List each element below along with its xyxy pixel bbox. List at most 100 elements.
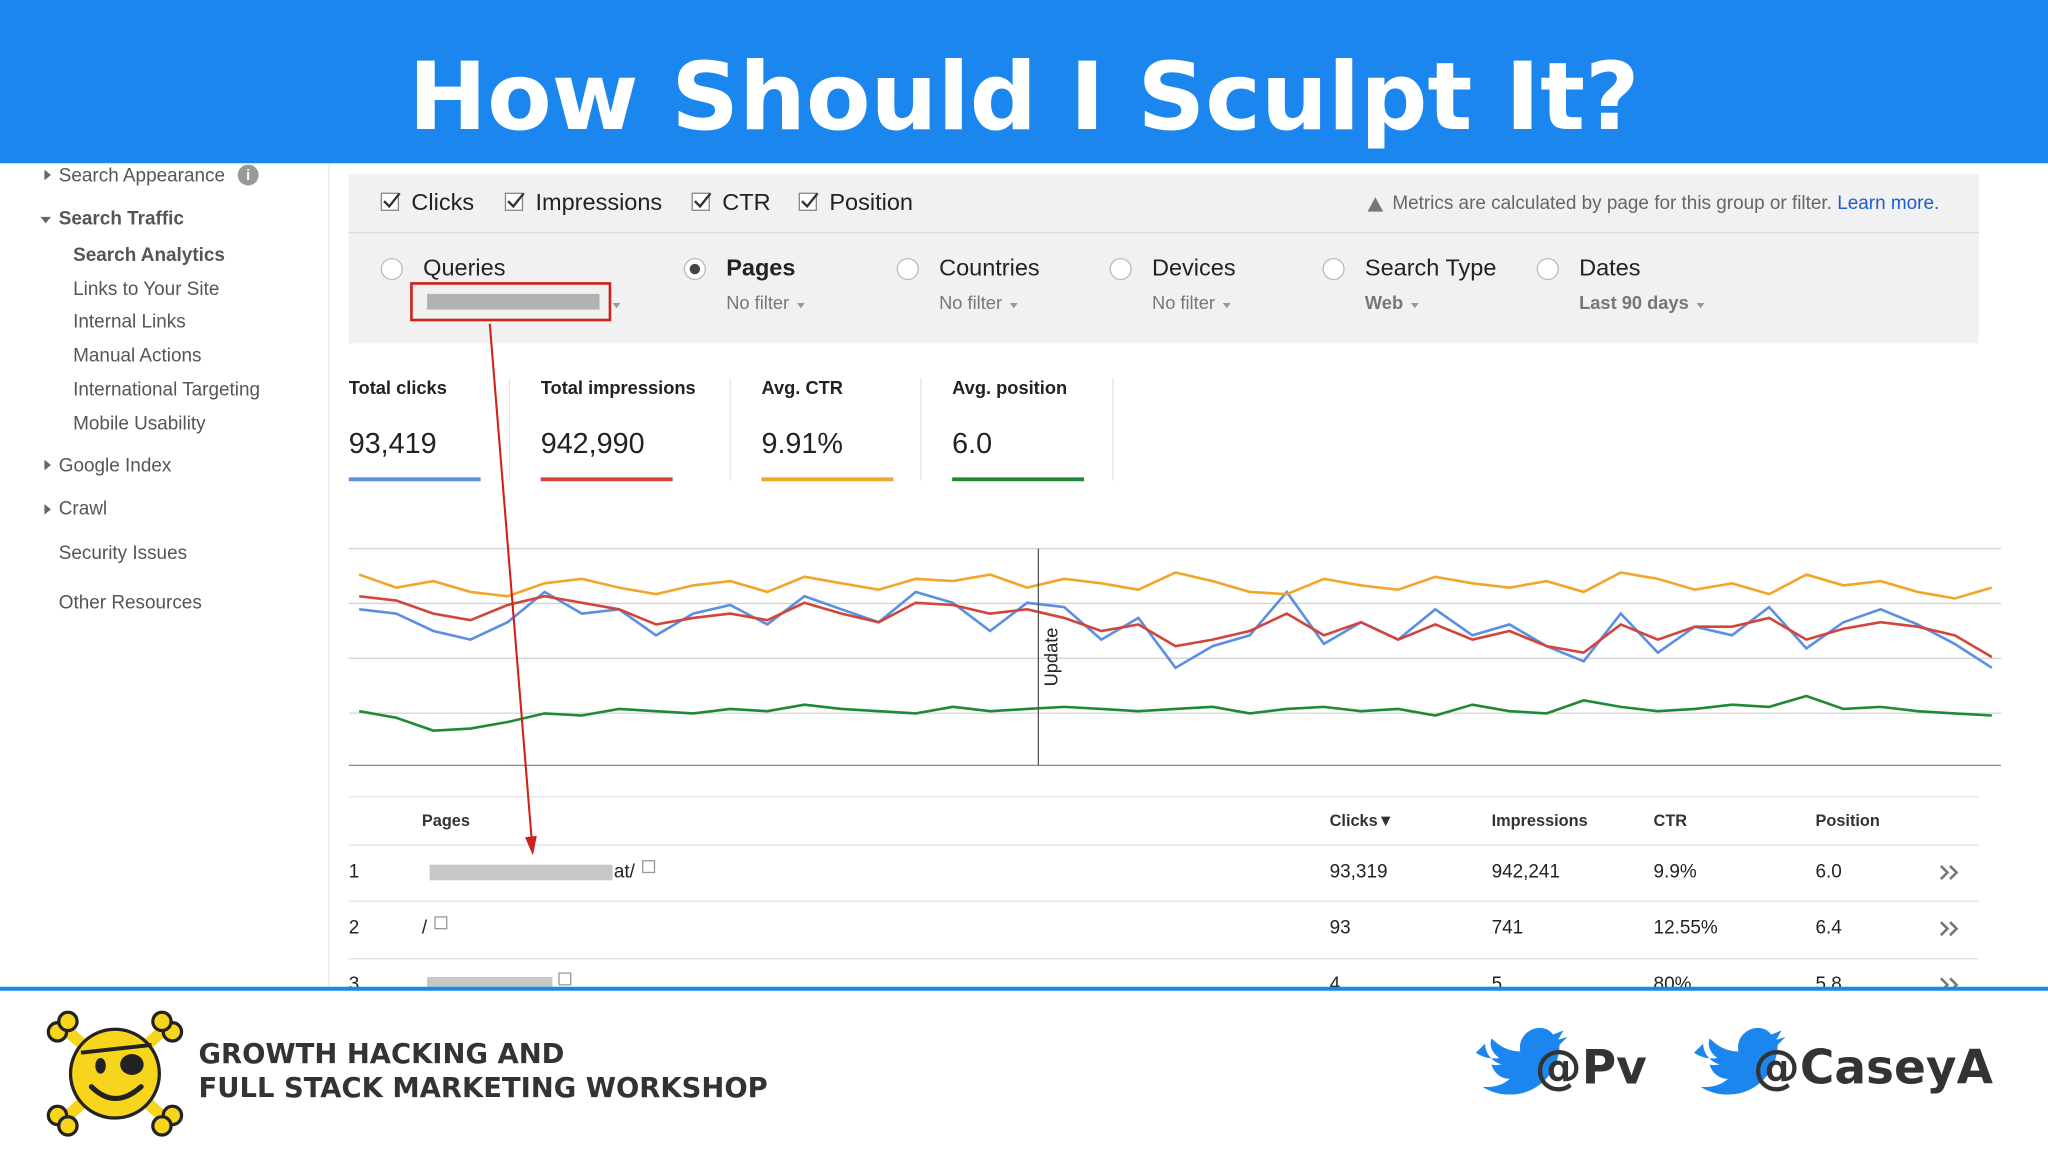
dimension-label[interactable]: Queries <box>423 254 505 280</box>
total-value: 9.91% <box>761 428 842 460</box>
column-header[interactable]: Impressions <box>1492 812 1588 830</box>
nav-subitem[interactable]: Search Analytics <box>73 245 225 266</box>
nav-subitem[interactable]: Links to Your Site <box>73 279 219 300</box>
nav-item[interactable]: Crawl <box>59 498 107 519</box>
dimension-filter[interactable]: Web <box>1365 292 1403 313</box>
expand-arrow <box>44 504 51 515</box>
cell-ctr: 12.55% <box>1654 918 1718 939</box>
cell-page[interactable]: at/ <box>614 861 636 882</box>
nav-item[interactable]: Google Index <box>59 455 172 476</box>
radio[interactable] <box>1109 257 1132 281</box>
notice: Metrics are calculated by page for this … <box>1392 193 1939 214</box>
dropdown-caret <box>796 303 805 309</box>
nav-subitem[interactable]: International Targeting <box>73 380 260 401</box>
info-glyph: i <box>246 168 250 184</box>
learn-more-link[interactable]: Learn more. <box>1837 193 1939 214</box>
nav-subitem[interactable]: Mobile Usability <box>73 413 206 434</box>
metric-toggle[interactable]: Position <box>829 189 913 215</box>
cell-rank: 3 <box>349 974 360 995</box>
nav-subitems: Search Analytics Links to Your Site Intern… <box>73 245 260 434</box>
column-header[interactable]: Clicks▼ <box>1330 812 1394 830</box>
cell-page[interactable]: / <box>422 918 428 939</box>
radio[interactable] <box>1322 257 1345 281</box>
total-value: 6.0 <box>952 428 992 460</box>
totals: Total clicks 93,419 Total impressions 942,9… <box>349 377 1114 482</box>
dimension-label[interactable]: Search Type <box>1365 254 1497 280</box>
checkbox[interactable] <box>504 192 524 211</box>
trend-chart: Update <box>348 547 2001 767</box>
dimension-label[interactable]: Pages <box>726 254 795 280</box>
metric-toggle[interactable]: CTR <box>722 189 770 215</box>
pages-table: Pages Clicks▼ Impressions CTR Position 1 at/93… <box>349 796 1979 995</box>
trend-line <box>358 694 1992 732</box>
column-header[interactable]: Position <box>1816 812 1880 830</box>
cell-rank: 2 <box>349 918 360 939</box>
nav-item[interactable]: Security Issues <box>59 543 187 564</box>
cell-impressions: 5 <box>1492 974 1503 995</box>
checkbox[interactable] <box>380 192 400 211</box>
radio[interactable] <box>896 257 919 281</box>
dimension-filter[interactable]: Last 90 days <box>1579 292 1689 313</box>
notice-text: Metrics are calculated by page for this … <box>1392 193 1832 214</box>
column-header: Pages <box>422 812 470 830</box>
twitter-handle: @Pv <box>1535 1041 1647 1096</box>
collapse-arrow <box>40 216 51 224</box>
nav-subitem[interactable]: Manual Actions <box>73 346 201 367</box>
radio[interactable] <box>380 257 403 281</box>
cell-position: 6.0 <box>1816 861 1842 882</box>
warning-icon <box>1367 197 1384 212</box>
total-label: Total impressions <box>541 377 696 398</box>
column-header[interactable]: CTR <box>1654 812 1688 830</box>
dropdown-caret <box>1410 303 1419 309</box>
dimension-filter[interactable]: No filter <box>726 292 789 313</box>
dimension-label[interactable]: Countries <box>939 254 1040 280</box>
nav-item[interactable]: Search Appearance <box>59 165 225 186</box>
cell-clicks: 93 <box>1330 918 1351 939</box>
row-expand[interactable] <box>1939 921 1959 937</box>
blurred-query-filter <box>427 293 600 310</box>
dimension-label[interactable]: Dates <box>1579 254 1640 280</box>
metric-toggle[interactable]: Clicks <box>411 189 474 215</box>
trend-lines <box>358 571 1993 732</box>
checkmark <box>507 192 525 209</box>
trend-line <box>359 589 1993 670</box>
external-link-icon[interactable] <box>434 916 448 930</box>
metric-toggles: Clicks Impressions CTR Position <box>380 189 913 215</box>
cell-impressions: 942,241 <box>1492 861 1560 882</box>
trend-line <box>358 571 1993 600</box>
workshop-line: GROWTH HACKING AND <box>199 1039 565 1070</box>
expand-arrow <box>44 169 51 181</box>
footer <box>0 988 2048 1152</box>
update-label: Update <box>1041 628 1062 687</box>
nav-item[interactable]: Search Traffic <box>59 208 184 229</box>
radio[interactable] <box>1536 257 1559 281</box>
pirate-logo <box>46 1010 184 1137</box>
external-link-icon[interactable] <box>642 860 656 874</box>
info-icon[interactable] <box>237 164 259 186</box>
metric-toggle[interactable]: Impressions <box>536 189 663 215</box>
cell-ctr: 9.9% <box>1654 861 1697 882</box>
total-value: 942,990 <box>541 428 645 460</box>
twitter-bird <box>1475 1027 1568 1095</box>
total-label: Total clicks <box>349 377 447 398</box>
external-link-icon[interactable] <box>558 972 572 986</box>
expand-arrow <box>44 459 51 471</box>
dropdown-caret <box>1009 303 1018 309</box>
dimension-filter[interactable]: No filter <box>1152 292 1215 313</box>
nav-item[interactable]: Other Resources <box>59 592 202 613</box>
row-expand[interactable] <box>1939 865 1959 880</box>
checkbox[interactable] <box>798 192 817 211</box>
total-value: 93,419 <box>349 428 437 460</box>
twitter-handles: @Pv @CaseyA <box>1475 1027 1994 1096</box>
arrow-head <box>525 835 537 856</box>
checkbox[interactable] <box>691 192 710 211</box>
dropdown-caret <box>1222 303 1231 309</box>
dimension-filter[interactable]: No filter <box>939 292 1002 313</box>
nav-subitem[interactable]: Internal Links <box>73 312 186 333</box>
dropdown-caret <box>1696 303 1705 309</box>
dimension-label[interactable]: Devices <box>1152 254 1236 280</box>
